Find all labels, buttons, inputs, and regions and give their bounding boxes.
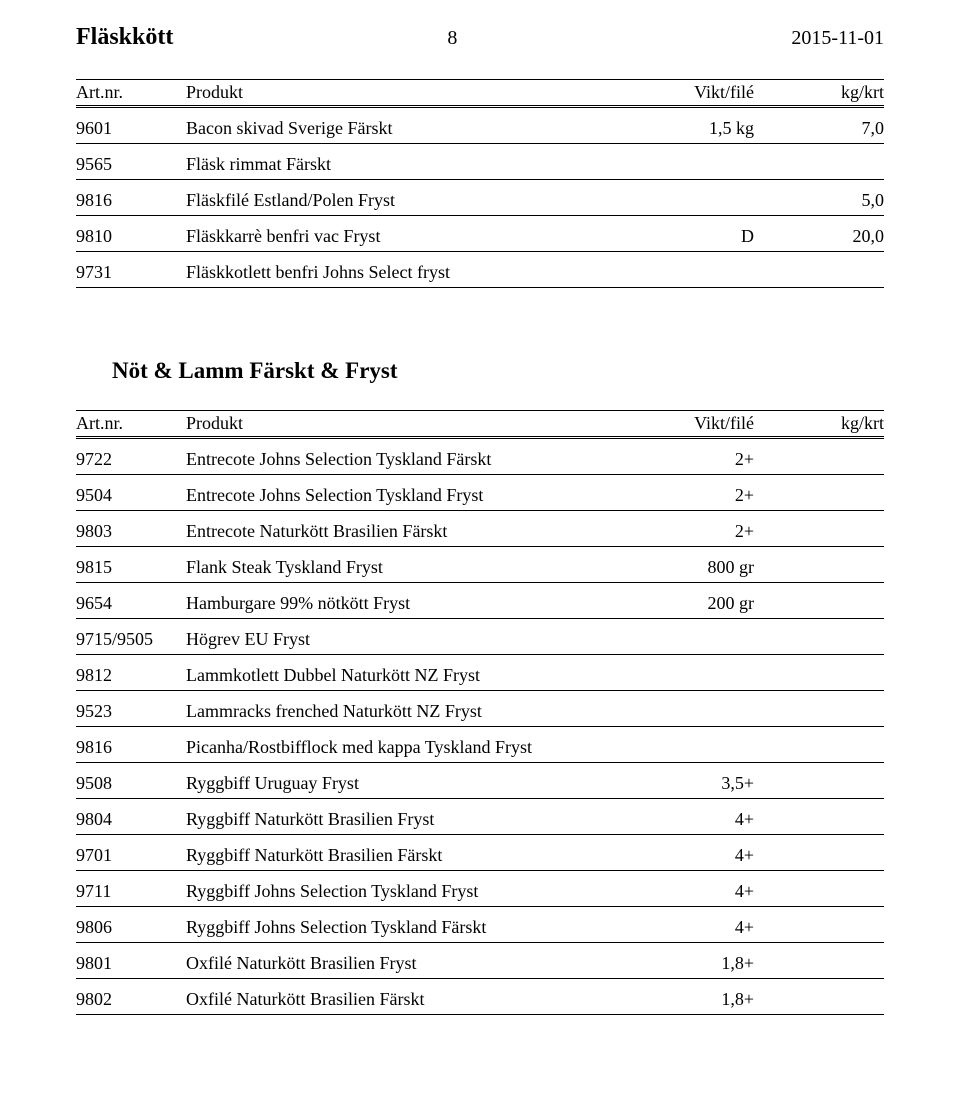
cell-art: 9816: [76, 737, 186, 758]
cell-art: 9654: [76, 593, 186, 614]
cell-produkt: Entrecote Johns Selection Tyskland Färsk…: [186, 449, 554, 470]
cell-art: 9802: [76, 989, 186, 1010]
cell-produkt: Ryggbiff Uruguay Fryst: [186, 773, 554, 794]
table-row: 9731Fläskkotlett benfri Johns Select fry…: [76, 252, 884, 288]
cell-produkt: Flank Steak Tyskland Fryst: [186, 557, 554, 578]
cell-art: 9715/9505: [76, 629, 186, 650]
cell-art: 9816: [76, 190, 186, 211]
cell-art: 9815: [76, 557, 186, 578]
section2-table-body: 9722Entrecote Johns Selection Tyskland F…: [76, 439, 884, 1015]
table-row: 9565Fläsk rimmat Färskt: [76, 144, 884, 180]
table-row: 9812Lammkotlett Dubbel Naturkött NZ Frys…: [76, 655, 884, 691]
table-row: 9803Entrecote Naturkött Brasilien Färskt…: [76, 511, 884, 547]
section1-table-body: 9601Bacon skivad Sverige Färskt1,5 kg7,0…: [76, 108, 884, 288]
table-row: 9801Oxfilé Naturkött Brasilien Fryst1,8+: [76, 943, 884, 979]
cell-produkt: Lammracks frenched Naturkött NZ Fryst: [186, 701, 554, 722]
cell-kgkrt: 7,0: [754, 118, 884, 139]
cell-produkt: Entrecote Naturkött Brasilien Färskt: [186, 521, 554, 542]
cell-art: 9731: [76, 262, 186, 283]
cell-kgkrt: 5,0: [754, 190, 884, 211]
cell-vikt: 2+: [554, 521, 754, 542]
cell-vikt: 2+: [554, 449, 754, 470]
cell-produkt: Fläskkotlett benfri Johns Select fryst: [186, 262, 554, 283]
section2-title: Nöt & Lamm Färskt & Fryst: [112, 358, 884, 384]
cell-produkt: Oxfilé Naturkött Brasilien Fryst: [186, 953, 554, 974]
table-row: 9654Hamburgare 99% nötkött Fryst200 gr: [76, 583, 884, 619]
cell-vikt: 1,8+: [554, 953, 754, 974]
table-row: 9816Fläskfilé Estland/Polen Fryst 5,0: [76, 180, 884, 216]
page-header: Fläskkött 8 2015-11-01: [76, 24, 884, 51]
col-header-art: Art.nr.: [76, 82, 186, 103]
cell-produkt: Oxfilé Naturkött Brasilien Färskt: [186, 989, 554, 1010]
cell-vikt: 4+: [554, 917, 754, 938]
cell-produkt: Fläskfilé Estland/Polen Fryst: [186, 190, 554, 211]
cell-vikt: 3,5+: [554, 773, 754, 794]
table-row: 9802Oxfilé Naturkött Brasilien Färskt1,8…: [76, 979, 884, 1015]
cell-art: 9806: [76, 917, 186, 938]
cell-art: 9810: [76, 226, 186, 247]
cell-produkt: Ryggbiff Johns Selection Tyskland Färskt: [186, 917, 554, 938]
cell-art: 9565: [76, 154, 186, 175]
table-row: 9523Lammracks frenched Naturkött NZ Frys…: [76, 691, 884, 727]
col-header-kgkrt: kg/krt: [754, 413, 884, 434]
cell-art: 9504: [76, 485, 186, 506]
cell-vikt: 4+: [554, 881, 754, 902]
cell-art: 9523: [76, 701, 186, 722]
cell-produkt: Picanha/Rostbifflock med kappa Tyskland …: [186, 737, 554, 758]
table-row: 9701Ryggbiff Naturkött Brasilien Färskt4…: [76, 835, 884, 871]
col-header-produkt: Produkt: [186, 82, 554, 103]
col-header-vikt: Vikt/filé: [554, 413, 754, 434]
cell-art: 9711: [76, 881, 186, 902]
table-row: 9601Bacon skivad Sverige Färskt1,5 kg7,0: [76, 108, 884, 144]
cell-vikt: 2+: [554, 485, 754, 506]
cell-vikt: 4+: [554, 845, 754, 866]
cell-vikt: 1,8+: [554, 989, 754, 1010]
cell-vikt: 1,5 kg: [554, 118, 754, 139]
table-row: 9804Ryggbiff Naturkött Brasilien Fryst4+: [76, 799, 884, 835]
table-header-row: Art.nr. Produkt Vikt/filé kg/krt: [76, 79, 884, 108]
cell-produkt: Ryggbiff Johns Selection Tyskland Fryst: [186, 881, 554, 902]
cell-kgkrt: 20,0: [754, 226, 884, 247]
table-row: 9722Entrecote Johns Selection Tyskland F…: [76, 439, 884, 475]
cell-art: 9601: [76, 118, 186, 139]
cell-produkt: Ryggbiff Naturkött Brasilien Fryst: [186, 809, 554, 830]
cell-art: 9812: [76, 665, 186, 686]
cell-produkt: Fläskkarrè benfri vac Fryst: [186, 226, 554, 247]
cell-produkt: Högrev EU Fryst: [186, 629, 554, 650]
cell-art: 9722: [76, 449, 186, 470]
table-row: 9715/9505Högrev EU Fryst: [76, 619, 884, 655]
page-title: Fläskkött: [76, 24, 173, 51]
table-row: 9815Flank Steak Tyskland Fryst800 gr: [76, 547, 884, 583]
cell-vikt: 200 gr: [554, 593, 754, 614]
cell-vikt: 4+: [554, 809, 754, 830]
cell-art: 9701: [76, 845, 186, 866]
table-row: 9806Ryggbiff Johns Selection Tyskland Fä…: [76, 907, 884, 943]
cell-art: 9508: [76, 773, 186, 794]
cell-produkt: Bacon skivad Sverige Färskt: [186, 118, 554, 139]
table-row: 9504Entrecote Johns Selection Tyskland F…: [76, 475, 884, 511]
col-header-kgkrt: kg/krt: [754, 82, 884, 103]
cell-produkt: Entrecote Johns Selection Tyskland Fryst: [186, 485, 554, 506]
col-header-vikt: Vikt/filé: [554, 82, 754, 103]
table-row: 9508Ryggbiff Uruguay Fryst3,5+: [76, 763, 884, 799]
page-date: 2015-11-01: [791, 27, 884, 50]
cell-produkt: Fläsk rimmat Färskt: [186, 154, 554, 175]
cell-art: 9804: [76, 809, 186, 830]
cell-vikt: 800 gr: [554, 557, 754, 578]
page-number: 8: [447, 27, 457, 50]
cell-art: 9801: [76, 953, 186, 974]
cell-art: 9803: [76, 521, 186, 542]
table-row: 9711Ryggbiff Johns Selection Tyskland Fr…: [76, 871, 884, 907]
table-header-row: Art.nr. Produkt Vikt/filé kg/krt: [76, 410, 884, 439]
cell-produkt: Ryggbiff Naturkött Brasilien Färskt: [186, 845, 554, 866]
cell-produkt: Lammkotlett Dubbel Naturkött NZ Fryst: [186, 665, 554, 686]
cell-produkt: Hamburgare 99% nötkött Fryst: [186, 593, 554, 614]
table-row: 9816Picanha/Rostbifflock med kappa Tyskl…: [76, 727, 884, 763]
table-row: 9810Fläskkarrè benfri vac FrystD20,0: [76, 216, 884, 252]
col-header-art: Art.nr.: [76, 413, 186, 434]
col-header-produkt: Produkt: [186, 413, 554, 434]
cell-vikt: D: [554, 226, 754, 247]
